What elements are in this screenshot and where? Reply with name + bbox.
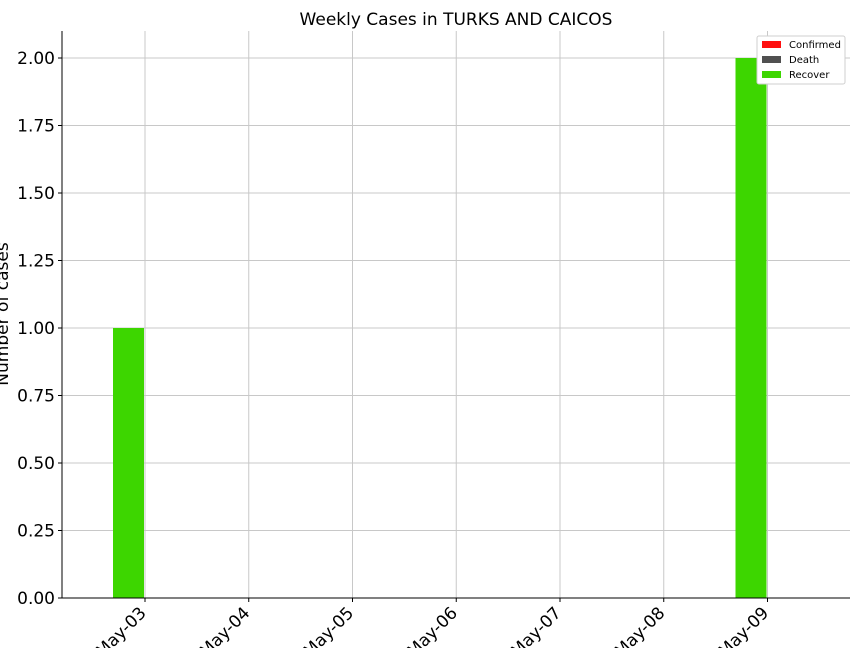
- legend-swatch-recover: [762, 71, 781, 78]
- legend-label-death: Death: [789, 55, 819, 66]
- y-tick-label: 0.25: [17, 522, 55, 542]
- bar-recover-may-09: [735, 58, 767, 598]
- legend-label-recover: Recover: [789, 70, 830, 81]
- y-tick-label: 0.50: [17, 454, 55, 474]
- chart-title: Weekly Cases in TURKS AND CAICOS: [300, 10, 613, 30]
- y-tick-label: 1.75: [17, 117, 55, 137]
- y-axis-label: Number of cases: [0, 242, 13, 386]
- y-tick-label: 1.00: [17, 319, 55, 339]
- y-axis-ticks: 0.00 0.25 0.50 0.75 1.00 1.25 1.50 1.75 2.00: [17, 49, 62, 609]
- legend: Confirmed Death Recover: [756, 35, 846, 85]
- y-tick-label: 1.50: [17, 184, 55, 204]
- legend-swatch-confirmed: [762, 41, 781, 48]
- y-tick-label: 0.00: [17, 589, 55, 609]
- y-tick-label: 0.75: [17, 387, 55, 407]
- legend-swatch-death: [762, 56, 781, 63]
- bar-recover-may-03: [113, 328, 144, 598]
- y-tick-label: 1.25: [17, 252, 55, 272]
- y-tick-label: 2.00: [17, 49, 55, 69]
- legend-label-confirmed: Confirmed: [789, 40, 841, 51]
- bars: [113, 58, 767, 598]
